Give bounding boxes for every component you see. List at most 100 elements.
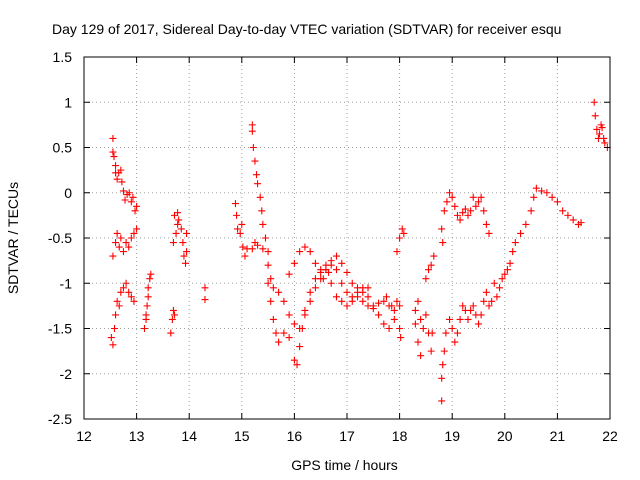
data-point	[559, 207, 567, 215]
data-point	[112, 239, 120, 247]
data-point	[168, 315, 176, 323]
data-point	[411, 306, 419, 314]
data-point	[475, 198, 482, 206]
data-point	[109, 134, 117, 142]
data-point	[396, 234, 404, 242]
data-point	[258, 207, 266, 215]
data-point	[298, 325, 306, 332]
data-point	[119, 284, 127, 292]
grid	[84, 57, 610, 419]
data-point	[467, 207, 475, 215]
data-point	[385, 325, 393, 332]
data-point	[430, 252, 438, 260]
data-point	[427, 347, 435, 355]
data-point	[438, 397, 446, 405]
data-point	[438, 374, 446, 382]
data-point	[169, 306, 177, 314]
data-point	[285, 334, 293, 342]
data-point	[564, 211, 572, 219]
data-point	[127, 234, 135, 242]
x-axis-label: GPS time / hours	[291, 457, 398, 473]
data-point	[269, 284, 277, 292]
data-point	[234, 225, 242, 233]
data-point	[464, 315, 472, 323]
data-point	[169, 239, 177, 247]
y-tick-label: 1.5	[53, 49, 73, 65]
data-point	[311, 259, 319, 267]
data-point	[490, 279, 498, 287]
data-point	[115, 243, 123, 251]
data-point	[369, 305, 377, 313]
data-point	[509, 248, 517, 256]
data-point	[532, 184, 540, 192]
data-point	[275, 338, 283, 346]
data-point	[498, 275, 506, 283]
data-point	[167, 329, 175, 337]
data-point	[174, 209, 182, 217]
data-point	[129, 193, 137, 201]
data-point	[359, 288, 367, 296]
data-point	[306, 297, 314, 305]
data-point	[122, 279, 130, 287]
data-point	[553, 198, 561, 206]
y-axis-label: SDTVAR / TECUs	[5, 182, 21, 294]
data-point	[496, 284, 504, 292]
x-tick-label: 18	[392, 428, 408, 444]
data-point	[398, 225, 406, 233]
data-point	[422, 311, 430, 319]
data-point	[201, 284, 209, 292]
data-point	[293, 361, 301, 369]
data-point	[111, 325, 119, 332]
data-point	[348, 279, 356, 287]
data-point	[598, 124, 606, 132]
data-point	[125, 243, 133, 251]
x-tick-label: 19	[444, 428, 460, 444]
data-point	[425, 266, 433, 274]
data-point	[393, 297, 401, 305]
y-tick-label: 0	[64, 185, 72, 201]
data-point	[249, 144, 257, 151]
data-point	[177, 225, 185, 233]
data-point	[475, 320, 482, 328]
data-point	[130, 229, 138, 237]
data-point	[414, 338, 422, 346]
data-point	[364, 293, 372, 301]
data-point	[438, 225, 446, 233]
data-point	[261, 234, 269, 242]
data-point	[327, 257, 335, 265]
data-point	[248, 127, 256, 135]
data-point	[448, 193, 456, 201]
y-tick-label: -0.5	[48, 230, 72, 246]
x-tick-label: 15	[234, 428, 250, 444]
data-point	[239, 243, 247, 251]
data-point	[446, 315, 454, 323]
data-point	[485, 229, 493, 237]
chart-title: Day 129 of 2017, Sidereal Day-to-day VTE…	[52, 21, 561, 37]
y-tick-label: 1	[64, 94, 72, 110]
data-point	[112, 311, 120, 319]
data-point	[332, 293, 340, 301]
data-point	[113, 229, 121, 237]
data-point	[143, 302, 151, 310]
data-point	[109, 341, 117, 349]
data-point	[400, 229, 408, 237]
x-tick-label: 13	[129, 428, 145, 444]
data-point	[183, 248, 191, 256]
data-point	[482, 288, 490, 296]
data-point	[354, 284, 362, 292]
data-point	[440, 347, 448, 355]
data-point	[590, 98, 598, 106]
data-point	[459, 302, 467, 310]
data-point	[253, 171, 261, 179]
data-point	[464, 211, 472, 219]
data-point	[319, 275, 327, 283]
data-point	[332, 252, 340, 260]
data-point	[359, 297, 367, 305]
data-point	[443, 198, 451, 206]
data-point	[388, 302, 396, 310]
data-point	[419, 325, 427, 332]
data-point	[506, 259, 514, 267]
data-point	[180, 252, 188, 260]
data-point	[380, 297, 388, 305]
